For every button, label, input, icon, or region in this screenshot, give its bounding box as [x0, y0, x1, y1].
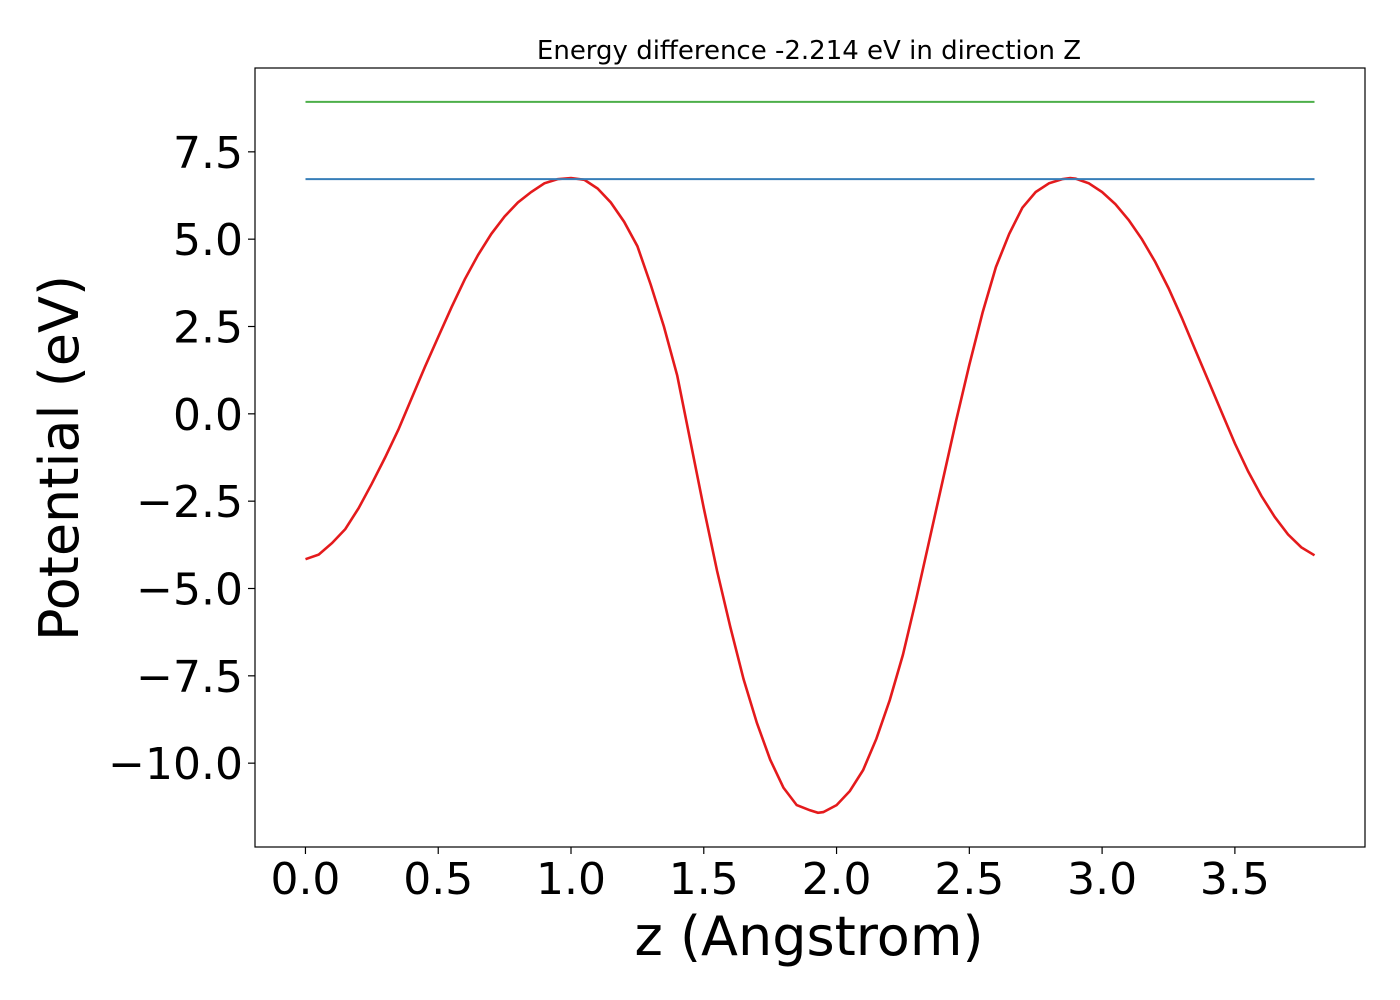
chart-title: Energy difference -2.214 eV in direction… [537, 36, 1081, 66]
y-tick-label: 7.5 [173, 128, 243, 179]
x-tick-label: 2.0 [802, 854, 872, 905]
y-axis-label: Potential (eV) [28, 275, 91, 641]
x-axis-label: z (Angstrom) [634, 905, 983, 968]
x-tick-label: 3.0 [1067, 854, 1137, 905]
y-tick-label: −5.0 [136, 564, 243, 615]
y-axis-ticks: −10.0 −7.5 −5.0 −2.5 0.0 2.5 5.0 7.5 [108, 128, 255, 790]
x-tick-label: 0.0 [270, 854, 340, 905]
x-tick-label: 3.5 [1200, 854, 1270, 905]
series-line-0 [305, 176, 1316, 815]
x-tick-label: 0.5 [403, 854, 473, 905]
x-tick-label: 2.5 [934, 854, 1004, 905]
y-tick-label: −7.5 [136, 652, 243, 703]
y-tick-label: −2.5 [136, 477, 243, 528]
y-tick-label: 2.5 [173, 303, 243, 354]
y-tick-label: 0.0 [173, 390, 243, 441]
series-layer [305, 100, 1316, 815]
plot-area-frame [254, 67, 1366, 848]
y-tick-label: 5.0 [173, 215, 243, 266]
x-tick-label: 1.5 [669, 854, 739, 905]
x-tick-label: 1.0 [536, 854, 606, 905]
y-tick-label: −10.0 [108, 739, 243, 790]
x-axis-ticks: 0.0 0.5 1.0 1.5 2.0 2.5 3.0 3.5 [270, 847, 1270, 905]
